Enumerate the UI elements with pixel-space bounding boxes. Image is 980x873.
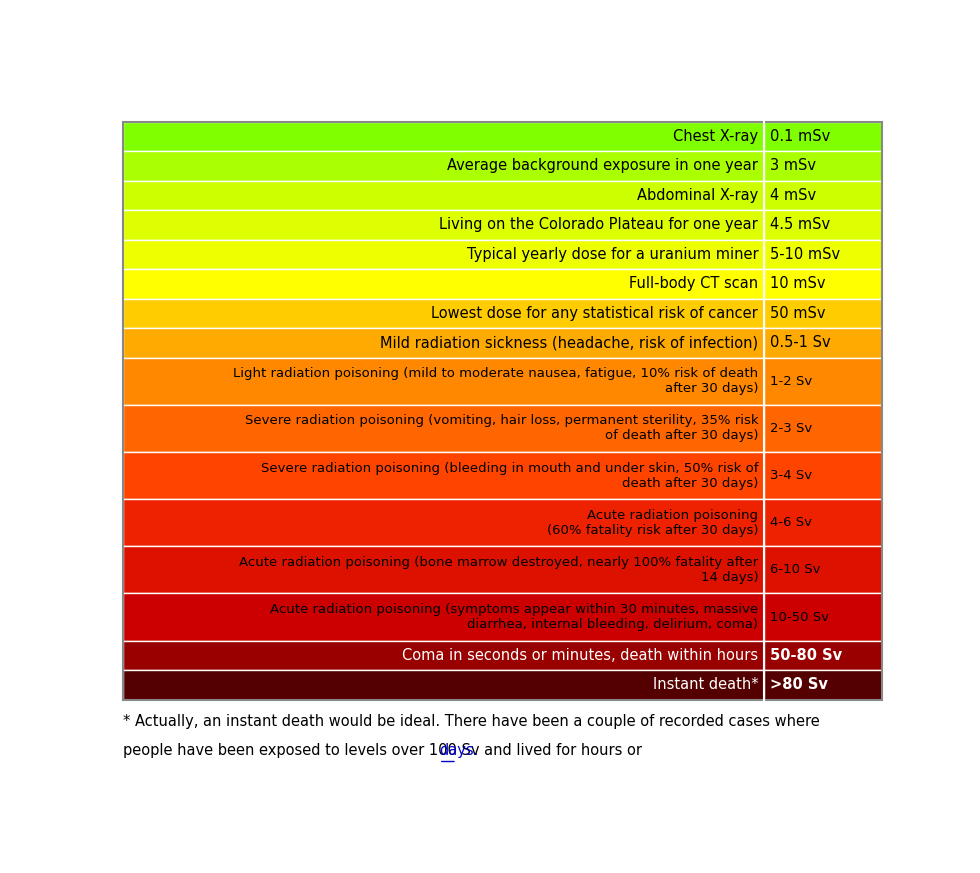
Text: Acute radiation poisoning (symptoms appear within 30 minutes, massive
diarrhea, : Acute radiation poisoning (symptoms appe… [270,603,759,631]
Text: Chest X-ray: Chest X-ray [673,129,759,144]
Bar [122,358,764,405]
Bar [122,181,764,210]
Text: Living on the Colorado Plateau for one year: Living on the Colorado Plateau for one y… [439,217,759,232]
Bar [764,121,882,151]
Bar [122,594,764,641]
Text: Mild radiation sickness (headache, risk of infection): Mild radiation sickness (headache, risk … [380,335,759,350]
Text: 10 mSv: 10 mSv [770,276,826,292]
Text: Severe radiation poisoning (vomiting, hair loss, permanent sterility, 35% risk
o: Severe radiation poisoning (vomiting, ha… [245,415,759,443]
Text: Severe radiation poisoning (bleeding in mouth and under skin, 50% risk of
death : Severe radiation poisoning (bleeding in … [261,462,759,490]
Text: 2-3 Sv: 2-3 Sv [770,422,812,435]
Bar [764,210,882,239]
Bar [764,328,882,358]
Bar [764,299,882,328]
Text: 10-50 Sv: 10-50 Sv [770,610,829,623]
Bar [764,358,882,405]
Text: Acute radiation poisoning (bone marrow destroyed, nearly 100% fatality after
14 : Acute radiation poisoning (bone marrow d… [239,556,759,584]
Text: Typical yearly dose for a uranium miner: Typical yearly dose for a uranium miner [466,247,759,262]
Bar [764,641,882,670]
Text: Abdominal X-ray: Abdominal X-ray [637,188,759,203]
Text: 4 mSv: 4 mSv [770,188,816,203]
Bar [122,121,882,699]
Text: 6-10 Sv: 6-10 Sv [770,563,821,576]
Bar [122,151,764,181]
Text: Instant death*: Instant death* [653,677,759,692]
Bar [122,121,764,151]
Bar [122,210,764,239]
Bar [764,499,882,546]
Bar [764,405,882,452]
Bar [764,151,882,181]
Text: 50-80 Sv: 50-80 Sv [770,648,843,663]
Text: Lowest dose for any statistical risk of cancer: Lowest dose for any statistical risk of … [431,306,759,320]
Bar [122,299,764,328]
Text: 0.5-1 Sv: 0.5-1 Sv [770,335,831,350]
Bar [764,670,882,699]
Text: 4.5 mSv: 4.5 mSv [770,217,830,232]
Text: >80 Sv: >80 Sv [770,677,828,692]
Bar [122,499,764,546]
Text: Acute radiation poisoning
(60% fatality risk after 30 days): Acute radiation poisoning (60% fatality … [547,509,759,537]
Text: days.: days. [439,743,478,758]
Text: 0.1 mSv: 0.1 mSv [770,129,831,144]
Text: Full-body CT scan: Full-body CT scan [629,276,759,292]
Bar [122,328,764,358]
Text: 1-2 Sv: 1-2 Sv [770,375,812,388]
Bar [122,670,764,699]
Bar [764,452,882,499]
Bar [122,239,764,269]
Bar [122,452,764,499]
Text: 50 mSv: 50 mSv [770,306,826,320]
Bar [764,269,882,299]
Text: Light radiation poisoning (mild to moderate nausea, fatigue, 10% risk of death
a: Light radiation poisoning (mild to moder… [233,368,759,395]
Bar [122,641,764,670]
Text: 4-6 Sv: 4-6 Sv [770,516,812,529]
Text: Average background exposure in one year: Average background exposure in one year [447,158,759,174]
Bar [122,546,764,594]
Bar [764,239,882,269]
Text: Coma in seconds or minutes, death within hours: Coma in seconds or minutes, death within… [402,648,759,663]
Bar [122,269,764,299]
Bar [764,181,882,210]
Bar [764,594,882,641]
Text: people have been exposed to levels over 100 Sv and lived for hours or: people have been exposed to levels over … [122,743,646,758]
Bar [764,546,882,594]
Bar [122,405,764,452]
Text: * Actually, an instant death would be ideal. There have been a couple of recorde: * Actually, an instant death would be id… [122,714,819,730]
Text: 3-4 Sv: 3-4 Sv [770,469,812,482]
Text: 3 mSv: 3 mSv [770,158,816,174]
Text: 5-10 mSv: 5-10 mSv [770,247,841,262]
